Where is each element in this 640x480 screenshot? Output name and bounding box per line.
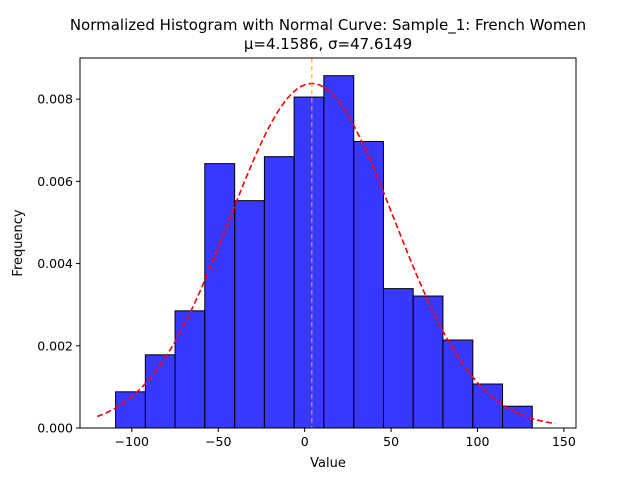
x-axis-label: Value <box>310 456 346 471</box>
histogram-bar <box>442 339 474 429</box>
x-tick-label: −100 <box>115 434 149 449</box>
y-tick-label: 0.004 <box>37 256 73 271</box>
x-tick-label: 150 <box>552 434 576 449</box>
histogram-bar <box>144 354 176 429</box>
histogram-bar <box>353 140 384 429</box>
y-tick-label: 0.008 <box>37 92 73 107</box>
y-tick-label: 0.002 <box>37 338 73 353</box>
y-axis-ticks: 0.000 0.002 0.004 0.006 0.008 <box>37 92 80 436</box>
x-tick-label: −50 <box>205 434 231 449</box>
chart-title: Normalized Histogram with Normal Curve: … <box>70 16 586 35</box>
normal-curve-layer <box>96 82 556 425</box>
x-tick-label: 0 <box>301 434 309 449</box>
x-axis-ticks: −100 −50 0 50 100 150 <box>115 428 576 449</box>
x-tick-label: 50 <box>383 434 399 449</box>
histogram-bar <box>323 75 355 429</box>
histogram-bar <box>412 295 444 429</box>
histogram-bar <box>204 163 236 429</box>
histogram-bar <box>472 383 504 429</box>
chart-subtitle: μ=4.1586, σ=47.6149 <box>244 35 412 53</box>
histogram-bars <box>115 75 533 429</box>
plot-frame <box>79 57 577 429</box>
y-tick-label: 0.006 <box>37 174 73 189</box>
histogram-bar <box>293 96 325 429</box>
histogram-bar <box>502 405 533 429</box>
histogram-bar <box>174 310 206 429</box>
y-tick-label: 0.000 <box>37 421 73 436</box>
histogram-bar <box>263 156 295 429</box>
x-tick-label: 100 <box>466 434 490 449</box>
histogram-bar <box>382 288 414 429</box>
histogram-bar <box>234 200 265 429</box>
normal-curve <box>96 82 556 425</box>
y-axis-label: Frequency <box>11 209 26 276</box>
